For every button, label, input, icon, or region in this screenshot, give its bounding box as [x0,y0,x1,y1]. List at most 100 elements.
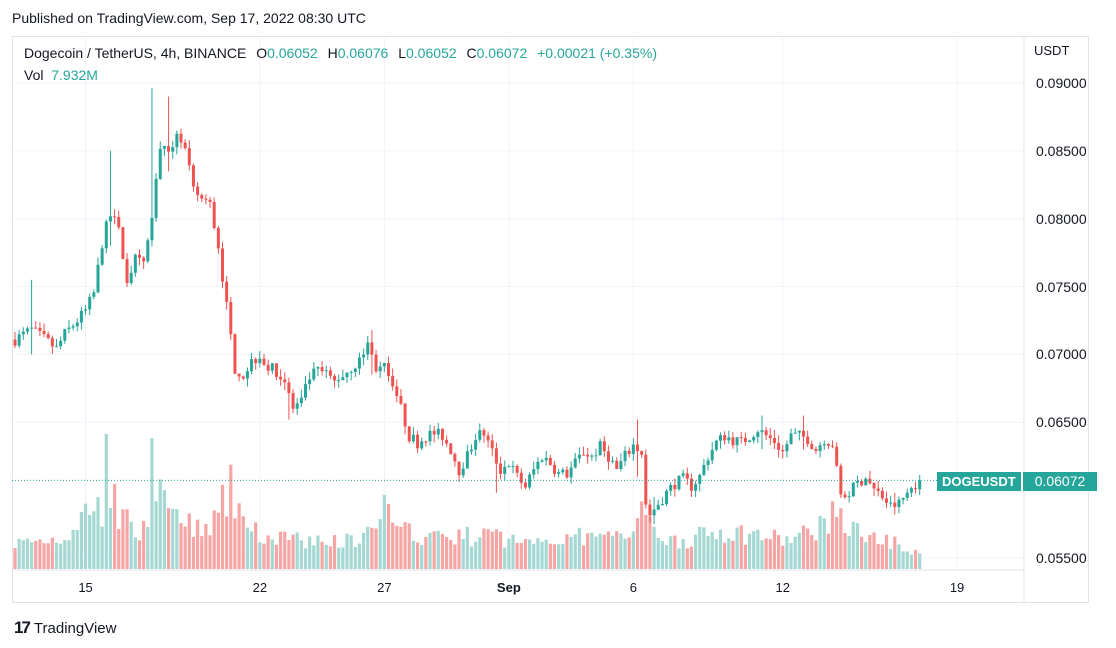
candle-body [320,367,324,372]
symbol-price-tag: DOGEUSDT [937,472,1021,491]
volume-bar [461,538,465,569]
volume-bar [864,542,868,569]
volume-bar [606,531,611,569]
volume-bar [752,531,756,569]
volume-bar [117,529,121,569]
candle-body [677,475,681,490]
volume-bar [718,529,723,569]
volume-bar [569,536,573,569]
candle-body [764,430,768,436]
legend-symbol: Dogecoin / TetherUS, 4h, BINANCE [24,45,247,61]
volume-bar [660,541,664,569]
candle-body [225,281,229,302]
volume-bar [92,511,96,569]
candle-body [34,327,38,329]
volume-bar [557,544,561,569]
volume-bar [129,521,133,569]
volume-bar [714,539,718,569]
volume-bar [573,534,577,569]
candle-body [727,437,731,441]
candle-body [304,384,307,398]
candle-body [461,468,465,476]
candle-body [436,428,440,435]
candle-body [523,482,527,488]
candle-body [395,386,399,397]
candle-body [208,199,212,203]
volume-bar [544,539,548,569]
candle-body [312,368,316,380]
volume-bar [552,544,557,569]
volume-bar [121,509,125,569]
volume-bar [59,543,63,569]
price-tick-label: 0.06500 [1036,414,1087,431]
volume-bar [196,519,200,569]
volume-bar [777,535,781,569]
volume-bar [611,535,615,569]
candle-body [470,449,473,452]
candle-body [689,478,693,491]
volume-bar [233,518,237,569]
volume-bar [851,521,855,569]
candle-body [818,445,822,452]
candle-body [536,461,540,470]
candle-body [864,478,868,486]
candle-body [445,439,449,444]
volume-bar [187,513,191,569]
candle-body [316,367,320,369]
candle-body [42,330,46,335]
candle-body [241,376,245,379]
volume-bar [453,544,457,569]
candle-body [403,403,407,427]
volume-bar [619,533,623,569]
low-label: L [398,45,406,61]
candle-body [84,309,88,311]
volume-bar [403,522,407,569]
volume-bar [561,544,565,569]
volume-bar [137,540,142,569]
volume-bar [706,536,710,569]
candle-body [59,340,63,347]
volume-bar [353,547,357,569]
price-tick-label: 0.07000 [1036,346,1087,363]
volume-bar [108,508,113,569]
time-tick-label: 12 [775,580,790,595]
volume-bar [507,538,511,569]
candle-body [719,435,722,441]
chart-frame[interactable] [12,36,1089,603]
volume-bar [357,543,362,569]
candle-body [250,359,254,372]
price-tick-label: 0.08500 [1036,142,1087,159]
volume-bar [171,508,175,569]
candle-body [631,444,635,454]
time-tick-label: 15 [78,580,93,595]
volume-bar [764,538,768,569]
candle-body [540,460,544,462]
volume-bar [872,532,876,569]
candle-body [914,488,918,490]
volume-bar [158,479,162,569]
volume-bar [801,525,806,569]
candle-body [503,466,507,474]
legend-row: Dogecoin / TetherUS, 4h, BINANCE O0.0605… [24,45,657,61]
volume-bar [25,538,30,569]
volume-bar [918,553,922,569]
volume-bar [685,548,689,569]
volume-bar [648,516,652,569]
candle-body [449,443,453,455]
volume-bar [175,509,179,569]
candle-body [731,437,735,446]
volume-bar [656,537,660,569]
tradingview-brand[interactable]: 17 TradingView [14,618,116,638]
volume-bar [142,520,146,569]
volume-bar [295,532,299,569]
candle-body [573,458,577,468]
volume-bar [843,533,847,569]
volume-bar [349,535,353,569]
volume-bar [747,533,752,569]
price-tick-label: 0.07500 [1036,278,1087,295]
volume-bar [536,538,540,569]
candle-body [532,469,536,475]
candle-body [748,440,752,442]
volume-bar [125,509,129,569]
